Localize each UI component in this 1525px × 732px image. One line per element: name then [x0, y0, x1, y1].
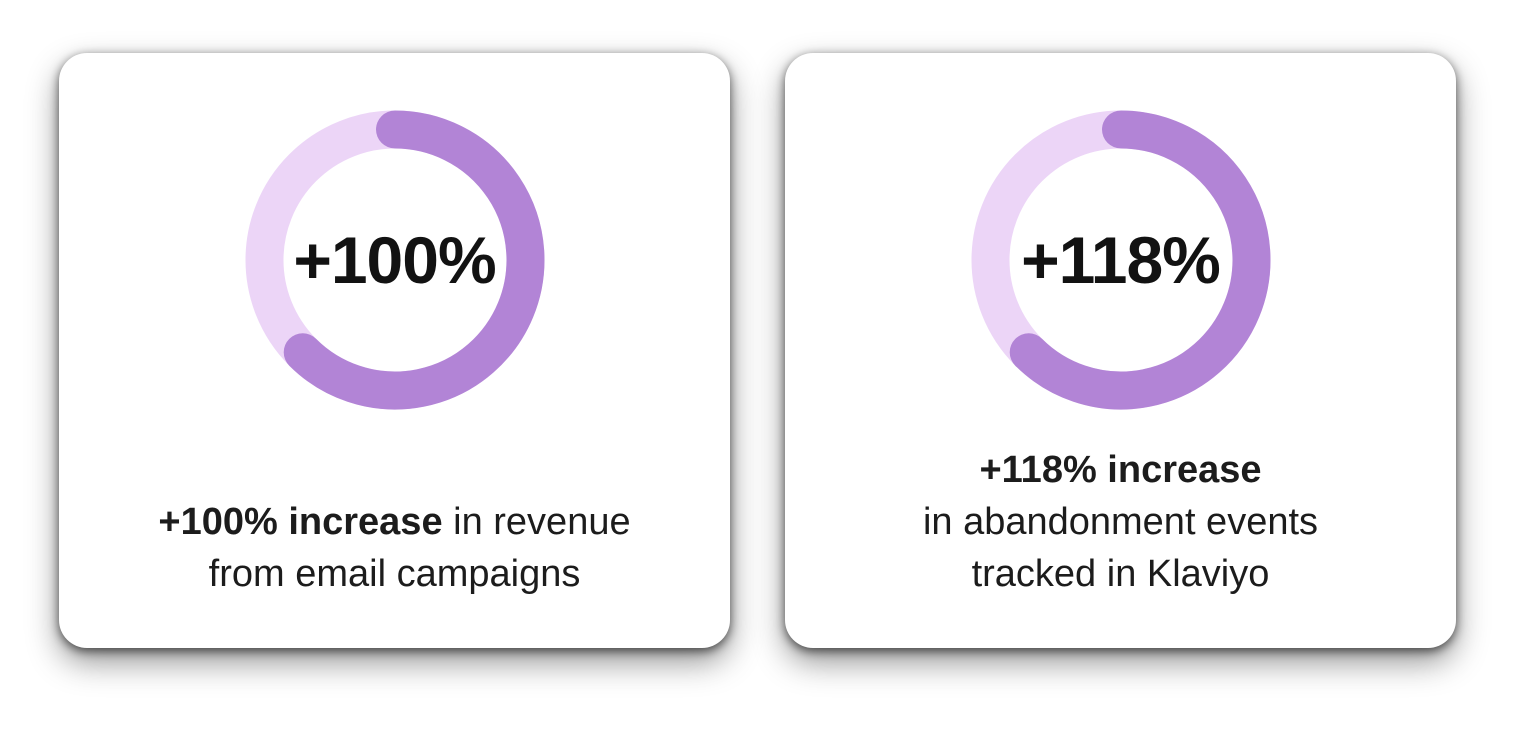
caption-line: +100% increase in revenue [158, 496, 630, 548]
caption-bold-text: +100% increase [158, 501, 443, 543]
donut-progress-arc [283, 110, 544, 410]
caption-line: tracked in Klaviyo [971, 553, 1270, 595]
caption-bold-text: +118% increase [979, 449, 1262, 491]
stat-caption: +118% increase in abandonment events tra… [923, 444, 1318, 600]
stat-card-email-revenue: +100% +100% increase in revenue from ema… [59, 53, 730, 648]
caption-regular-text: in revenue [442, 501, 631, 543]
caption-line: in abandonment events [922, 501, 1319, 543]
caption-line: +118% increase [923, 444, 1318, 496]
stat-card-abandonment-events: +118% +118% increase in abandonment even… [785, 53, 1456, 648]
donut-chart-abandonment-events: +118% [971, 110, 1271, 410]
donut-chart-email-revenue: +100% [245, 110, 545, 410]
donut-chart-svg [971, 110, 1270, 410]
stat-caption: +100% increase in revenue from email cam… [158, 496, 630, 600]
stat-value: +100% [293, 223, 496, 297]
donut-chart-svg [245, 110, 544, 410]
stat-value: +118% [1021, 223, 1221, 297]
donut-progress-arc [1009, 110, 1270, 410]
caption-line: from email campaigns [208, 553, 581, 595]
